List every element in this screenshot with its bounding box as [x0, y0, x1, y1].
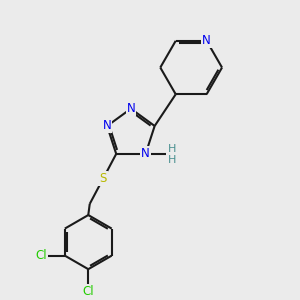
Text: N: N — [127, 102, 135, 115]
Text: Cl: Cl — [35, 249, 47, 262]
Text: H: H — [168, 144, 176, 154]
Text: S: S — [99, 172, 107, 185]
Text: N: N — [202, 34, 211, 47]
Text: H: H — [168, 155, 176, 165]
Text: N: N — [103, 119, 112, 133]
Text: N: N — [141, 147, 150, 161]
Text: Cl: Cl — [82, 285, 94, 298]
